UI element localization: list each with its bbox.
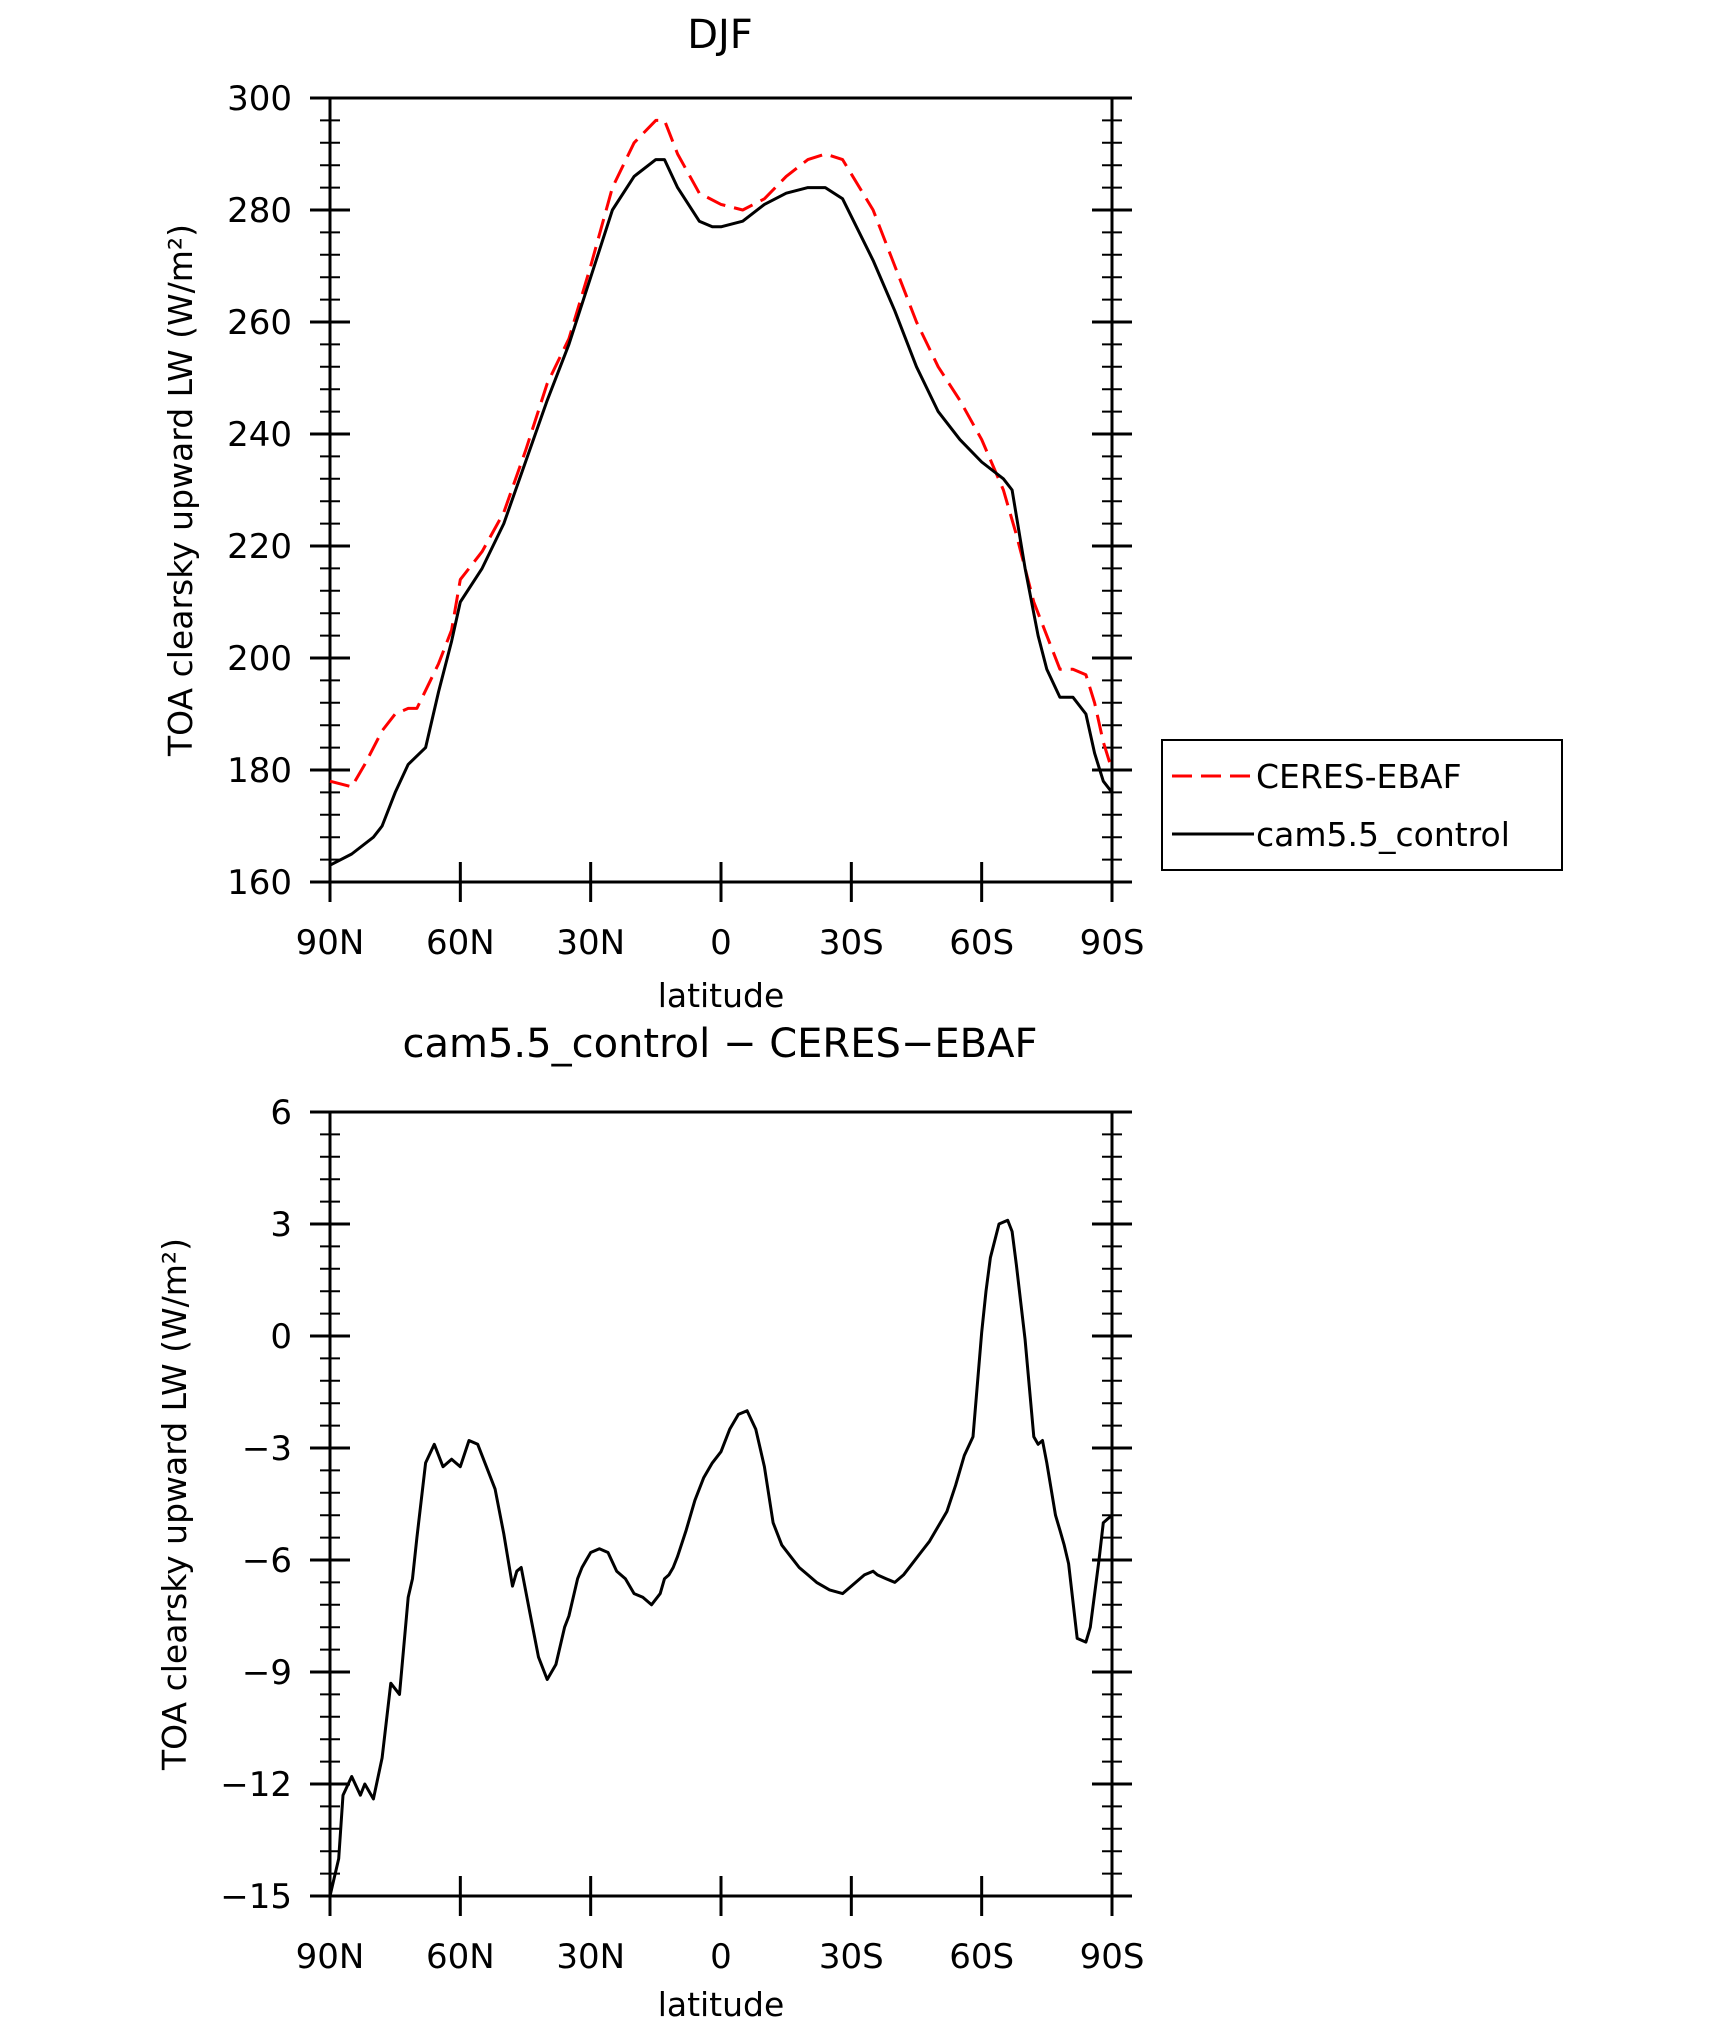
top-panel: DJF 160 180 200 220 240 260 280 300 90N 60N 30N 0 3… [161,12,1563,1015]
top-y-tick-label: 220 [227,527,292,567]
top-series-line-1 [329,158,1114,867]
bottom-x-tick-label: 30S [819,1937,884,1977]
top-y-tick-label: 280 [227,191,292,231]
bottom-y-tick-label: −6 [242,1541,292,1581]
bottom-y-tick-label: −15 [220,1877,292,1917]
bottom-x-tick-label: 0 [710,1937,732,1977]
top-tick-marks [310,96,1132,902]
bottom-y-tick-label: 6 [270,1093,292,1133]
bottom-y-tick-labels: −15 −12 −9 −6 −3 0 3 6 [220,1093,292,1917]
top-x-tick-label: 60S [949,923,1014,963]
bottom-series-lines [328,1218,1113,1897]
legend-box [1161,739,1563,871]
legend: CERES-EBAF cam5.5_control [1161,739,1563,871]
top-x-axis-label: latitude [658,976,785,1015]
bottom-y-tick-label: −12 [220,1765,292,1805]
top-x-tick-label: 90S [1080,923,1145,963]
bottom-x-tick-label: 30N [556,1937,625,1977]
bottom-series-line-0 [328,1218,1113,1897]
bottom-plot-frame [328,1110,1114,1898]
top-y-tick-label: 200 [227,639,292,679]
bottom-y-axis-label: TOA clearsky upward LW (W/m²) [155,1238,194,1771]
top-panel-title: DJF [687,12,753,58]
bottom-x-tick-label: 60N [426,1937,495,1977]
bottom-x-tick-label: 60S [949,1937,1014,1977]
legend-label-cam5-5-control: cam5.5_control [1256,815,1510,854]
bottom-y-tick-label: −3 [242,1429,292,1469]
top-y-axis-label: TOA clearsky upward LW (W/m²) [161,224,200,757]
bottom-y-tick-label: 0 [270,1317,292,1357]
top-y-tick-label: 260 [227,303,292,343]
top-series-lines [329,118,1114,867]
top-series-line-0 [329,118,1114,789]
top-x-tick-labels: 90N 60N 30N 0 30S 60S 90S [296,923,1145,963]
top-x-tick-label: 30N [556,923,625,963]
top-y-tick-label: 160 [227,863,292,903]
bottom-x-tick-label: 90N [296,1937,365,1977]
bottom-tick-marks [310,1110,1132,1916]
bottom-panel: cam5.5_control − CERES−EBAF −15 −12 −9 −6 −3… [155,1021,1144,2021]
top-x-tick-label: 60N [426,923,495,963]
top-y-tick-labels: 160 180 200 220 240 260 280 300 [227,79,292,903]
top-x-tick-label: 90N [296,923,365,963]
top-x-tick-label: 30S [819,923,884,963]
bottom-x-axis-label: latitude [658,1985,785,2021]
bottom-panel-title: cam5.5_control − CERES−EBAF [403,1021,1038,1067]
top-y-tick-label: 240 [227,415,292,455]
bottom-x-tick-labels: 90N 60N 30N 0 30S 60S 90S [296,1937,1145,1977]
top-x-tick-label: 0 [710,923,732,963]
top-y-tick-label: 300 [227,79,292,119]
bottom-y-tick-label: −9 [242,1653,292,1693]
top-y-tick-label: 180 [227,751,292,791]
top-plot-frame [328,96,1114,884]
bottom-y-tick-label: 3 [270,1205,292,1245]
bottom-x-tick-label: 90S [1080,1937,1145,1977]
legend-label-ceres-ebaf: CERES-EBAF [1256,757,1462,796]
